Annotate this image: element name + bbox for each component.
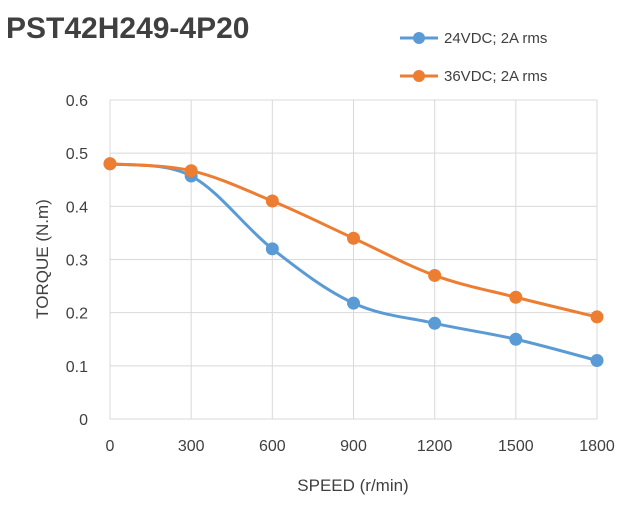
data-point: [347, 296, 360, 310]
legend-marker-24vdc: [413, 32, 425, 44]
data-point: [590, 310, 604, 324]
data-point: [509, 290, 523, 304]
x-axis-label: SPEED (r/min): [297, 476, 408, 495]
data-point: [590, 354, 604, 368]
y-tick-label: 0: [79, 412, 88, 429]
y-tick-label: 0.4: [66, 199, 88, 216]
x-tick-label: 600: [259, 438, 286, 455]
y-tick-label: 0.1: [66, 359, 88, 376]
data-point: [265, 194, 279, 208]
x-tick-label: 1500: [498, 438, 534, 455]
gridlines: [109, 99, 598, 420]
chart-title: PST42H249-4P20: [6, 12, 250, 45]
x-tick-label: 1800: [579, 438, 615, 455]
legend-label-36vdc: 36VDC; 2A rms: [444, 68, 547, 85]
legend-label-24vdc: 24VDC; 2A rms: [444, 30, 547, 47]
data-point: [265, 242, 279, 256]
x-tick-label: 0: [106, 438, 115, 455]
y-axis-ticks: 0 0.1 0.2 0.3 0.4 0.5 0.6: [66, 93, 88, 429]
legend-item-36vdc: 36VDC; 2A rms: [400, 68, 547, 85]
data-point: [347, 231, 360, 245]
y-tick-label: 0.3: [66, 253, 88, 270]
legend-marker-36vdc: [413, 70, 425, 82]
data-point: [428, 316, 442, 330]
y-tick-label: 0.2: [66, 306, 88, 323]
x-tick-label: 300: [178, 438, 205, 455]
y-tick-label: 0.6: [66, 93, 88, 110]
data-point: [103, 157, 117, 171]
data-point: [509, 332, 523, 346]
series-1: [103, 157, 604, 324]
legend: 24VDC; 2A rms 36VDC; 2A rms: [400, 30, 547, 85]
y-tick-label: 0.5: [66, 146, 88, 163]
legend-item-24vdc: 24VDC; 2A rms: [400, 30, 547, 47]
series-layer: [103, 157, 604, 368]
y-axis-label: TORQUE (N.m): [33, 199, 52, 319]
x-tick-label: 900: [340, 438, 367, 455]
x-tick-label: 1200: [417, 438, 453, 455]
x-axis-ticks: 0 300 600 900 1200 1500 1800: [106, 438, 615, 455]
data-point: [184, 164, 198, 178]
data-point: [428, 268, 442, 282]
